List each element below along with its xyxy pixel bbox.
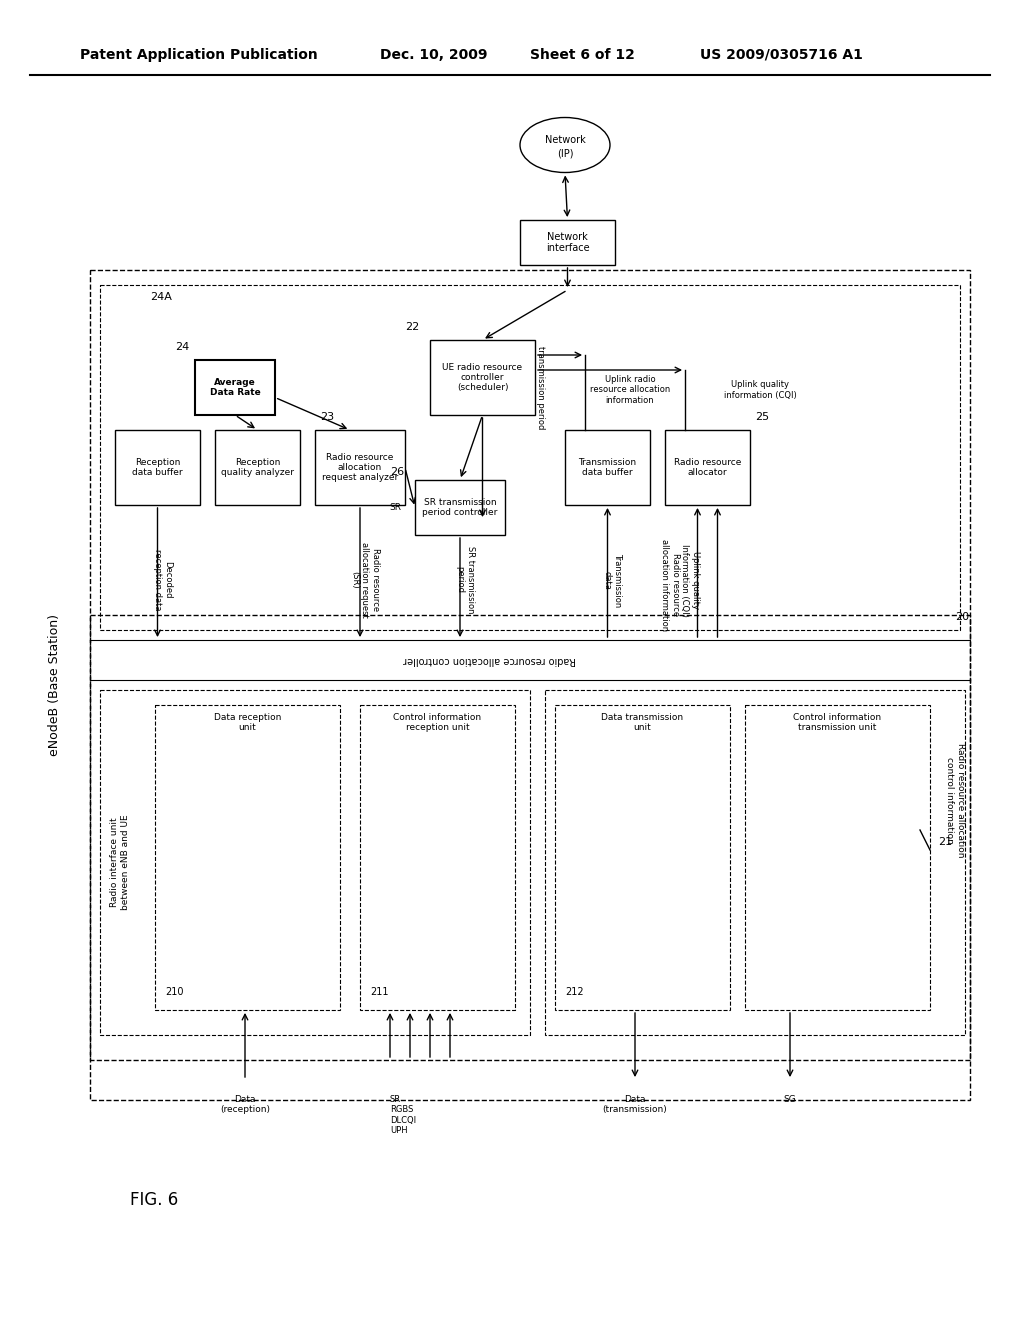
FancyBboxPatch shape — [430, 341, 535, 414]
Text: SG: SG — [783, 1096, 797, 1104]
FancyBboxPatch shape — [415, 480, 505, 535]
Text: FIG. 6: FIG. 6 — [130, 1191, 178, 1209]
FancyBboxPatch shape — [315, 430, 406, 506]
FancyBboxPatch shape — [520, 220, 615, 265]
Text: transmission unit: transmission unit — [799, 722, 877, 731]
Text: Control information: Control information — [794, 713, 882, 722]
FancyBboxPatch shape — [215, 430, 300, 506]
Text: Radio resource
allocation
request analyzer: Radio resource allocation request analyz… — [322, 453, 398, 482]
Text: Patent Application Publication: Patent Application Publication — [80, 48, 317, 62]
Text: Transmission
data buffer: Transmission data buffer — [579, 458, 637, 478]
Text: Decoded
reception data: Decoded reception data — [153, 549, 172, 611]
FancyBboxPatch shape — [565, 430, 650, 506]
Text: unit: unit — [634, 722, 651, 731]
Text: Uplink radio
resource allocation
information: Uplink radio resource allocation informa… — [590, 375, 670, 405]
Text: Radio resource
allocation information: Radio resource allocation information — [660, 539, 680, 631]
Text: 212: 212 — [565, 987, 584, 997]
Text: 26: 26 — [390, 467, 404, 477]
Text: SR: SR — [389, 503, 401, 512]
Text: 25: 25 — [755, 412, 769, 422]
Text: (IP): (IP) — [557, 148, 573, 158]
Text: 211: 211 — [370, 987, 388, 997]
Text: Reception
quality analyzer: Reception quality analyzer — [221, 458, 294, 478]
Text: SR transmission
period controller: SR transmission period controller — [422, 498, 498, 517]
Text: unit: unit — [239, 722, 256, 731]
Text: Radio resource allocation
control information: Radio resource allocation control inform… — [945, 743, 965, 857]
Text: 20: 20 — [955, 612, 969, 622]
Text: Reception
data buffer: Reception data buffer — [132, 458, 183, 478]
Text: Network: Network — [545, 135, 586, 145]
Text: Data
(reception): Data (reception) — [220, 1096, 270, 1114]
Text: Radio interface unit
between eNB and UE: Radio interface unit between eNB and UE — [111, 814, 130, 911]
Text: transmission period: transmission period — [536, 346, 545, 429]
Text: Control information: Control information — [393, 713, 481, 722]
Text: 23: 23 — [319, 412, 334, 422]
FancyBboxPatch shape — [665, 430, 750, 506]
FancyBboxPatch shape — [195, 360, 275, 414]
Text: Data reception: Data reception — [214, 713, 282, 722]
Text: Uplink quality
information (CQI): Uplink quality information (CQI) — [724, 380, 797, 400]
Text: Radio resource
allocation request
(SR): Radio resource allocation request (SR) — [350, 543, 380, 618]
Text: Data transmission: Data transmission — [601, 713, 684, 722]
Text: Radio resource allocation controller: Radio resource allocation controller — [403, 655, 577, 665]
Text: 21: 21 — [938, 837, 952, 847]
Text: Data
(transmission): Data (transmission) — [603, 1096, 668, 1114]
Text: Radio resource
allocator: Radio resource allocator — [674, 458, 741, 478]
Text: eNodeB (Base Station): eNodeB (Base Station) — [48, 614, 61, 756]
Ellipse shape — [520, 117, 610, 173]
Text: 210: 210 — [165, 987, 183, 997]
Text: 24: 24 — [175, 342, 189, 352]
FancyBboxPatch shape — [115, 430, 200, 506]
Text: Uplink quality
Information (CQI): Uplink quality Information (CQI) — [680, 544, 699, 616]
Text: 22: 22 — [406, 322, 419, 333]
Text: Transmission
data: Transmission data — [603, 553, 623, 607]
Text: US 2009/0305716 A1: US 2009/0305716 A1 — [700, 48, 863, 62]
Text: SR
RGBS
DLCQI
UPH: SR RGBS DLCQI UPH — [390, 1096, 416, 1135]
Text: Network
interface: Network interface — [546, 232, 590, 253]
Text: Sheet 6 of 12: Sheet 6 of 12 — [530, 48, 635, 62]
Text: Dec. 10, 2009: Dec. 10, 2009 — [380, 48, 487, 62]
Text: SR transmission
period: SR transmission period — [456, 546, 475, 614]
Text: reception unit: reception unit — [406, 722, 469, 731]
Text: UE radio resource
controller
(scheduler): UE radio resource controller (scheduler) — [442, 363, 522, 392]
Text: 24A: 24A — [150, 292, 172, 302]
Text: Average
Data Rate: Average Data Rate — [210, 378, 260, 397]
